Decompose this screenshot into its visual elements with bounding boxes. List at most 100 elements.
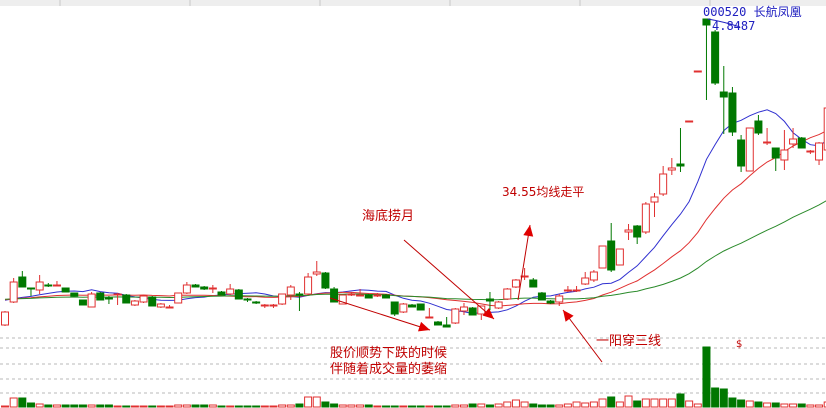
candle-body — [26, 287, 35, 290]
candle-body — [659, 173, 668, 195]
volume-bar — [390, 405, 399, 408]
candle — [1, 311, 9, 326]
candle — [745, 127, 754, 172]
candle-body — [373, 294, 382, 297]
candle — [9, 278, 18, 303]
candle-body — [676, 163, 685, 167]
volume-bar — [399, 405, 408, 408]
candle-body — [780, 149, 789, 161]
candle-body — [806, 150, 815, 153]
volume-bar — [1, 405, 9, 408]
candle-body — [312, 271, 321, 275]
candle — [104, 296, 113, 304]
candle-body — [789, 138, 798, 145]
candle-body — [797, 137, 806, 149]
candle — [633, 225, 642, 244]
candle — [702, 18, 711, 100]
candle-body — [208, 287, 217, 290]
candle-body — [719, 91, 728, 98]
volume-bar — [589, 401, 598, 408]
volume-bar — [823, 401, 826, 408]
candle — [382, 294, 391, 299]
volume-bar — [130, 405, 139, 408]
candle-body — [520, 275, 529, 278]
candle — [35, 275, 44, 294]
candle-body — [537, 292, 546, 301]
candle-body — [390, 301, 399, 315]
volume-bar — [737, 399, 746, 408]
volume-bar — [382, 405, 391, 408]
volume-bar — [208, 404, 217, 408]
candle — [737, 135, 746, 172]
candle — [685, 120, 694, 123]
candle-body — [295, 293, 304, 296]
candle — [321, 272, 330, 289]
candle — [615, 248, 624, 266]
candle — [511, 279, 520, 288]
candle — [96, 292, 105, 301]
volume-bar — [148, 405, 157, 408]
volume-bar — [416, 405, 425, 408]
volume-bar — [347, 404, 356, 408]
candle — [815, 142, 824, 165]
candle — [61, 287, 70, 293]
candle — [78, 299, 87, 306]
candle — [243, 298, 252, 302]
candle-body — [529, 279, 538, 288]
candle-body — [667, 167, 676, 171]
candle-body — [754, 120, 763, 134]
candle — [130, 300, 139, 306]
candle-body — [304, 276, 313, 295]
volume-bar — [494, 403, 503, 408]
candle — [252, 301, 261, 304]
volume-bar — [200, 404, 209, 408]
volume-bar — [234, 405, 243, 408]
candle-body — [598, 245, 607, 269]
volume-bar — [356, 404, 365, 408]
volume-bar — [719, 388, 728, 408]
volume-bar — [269, 405, 278, 408]
candle-body — [1, 311, 9, 326]
candle — [156, 303, 165, 308]
volume-bar — [87, 404, 96, 408]
volume-bar — [451, 404, 460, 408]
candle-body — [711, 31, 720, 84]
candle-body — [607, 240, 616, 271]
volume-bars — [1, 346, 826, 408]
candle — [390, 301, 399, 316]
candle-body — [485, 298, 494, 302]
volume-bar — [18, 397, 27, 408]
candle-body — [252, 301, 261, 304]
candle-body — [148, 296, 157, 307]
candle-body — [511, 279, 520, 288]
candle-body — [815, 142, 824, 161]
volume-bar — [52, 404, 61, 408]
volume-bar — [9, 397, 18, 408]
volume-bar — [139, 405, 148, 408]
volume-bar — [598, 398, 607, 408]
candle-body — [182, 284, 191, 294]
candle-body — [269, 304, 278, 307]
volume-bar — [503, 401, 512, 408]
volume-bar — [745, 400, 754, 408]
candle-body — [685, 120, 694, 123]
volume-bar — [693, 403, 702, 408]
volume-bar — [754, 401, 763, 408]
arrow-bottom-fishing-head — [482, 307, 494, 319]
volume-bar — [252, 405, 261, 408]
candle-body — [763, 141, 772, 144]
volume-bar — [26, 402, 35, 408]
candle — [754, 115, 763, 135]
candle — [789, 128, 798, 148]
candle — [286, 285, 295, 300]
volume-bar — [35, 403, 44, 408]
annotation-ma-flat: 34.55均线走平 — [502, 185, 585, 199]
candle — [148, 296, 157, 307]
candle-body — [9, 281, 18, 303]
volume-bar — [78, 404, 87, 408]
candle — [278, 293, 287, 305]
candle — [468, 307, 477, 316]
annotation-bottom-fishing: 海底捞月 — [362, 209, 415, 224]
